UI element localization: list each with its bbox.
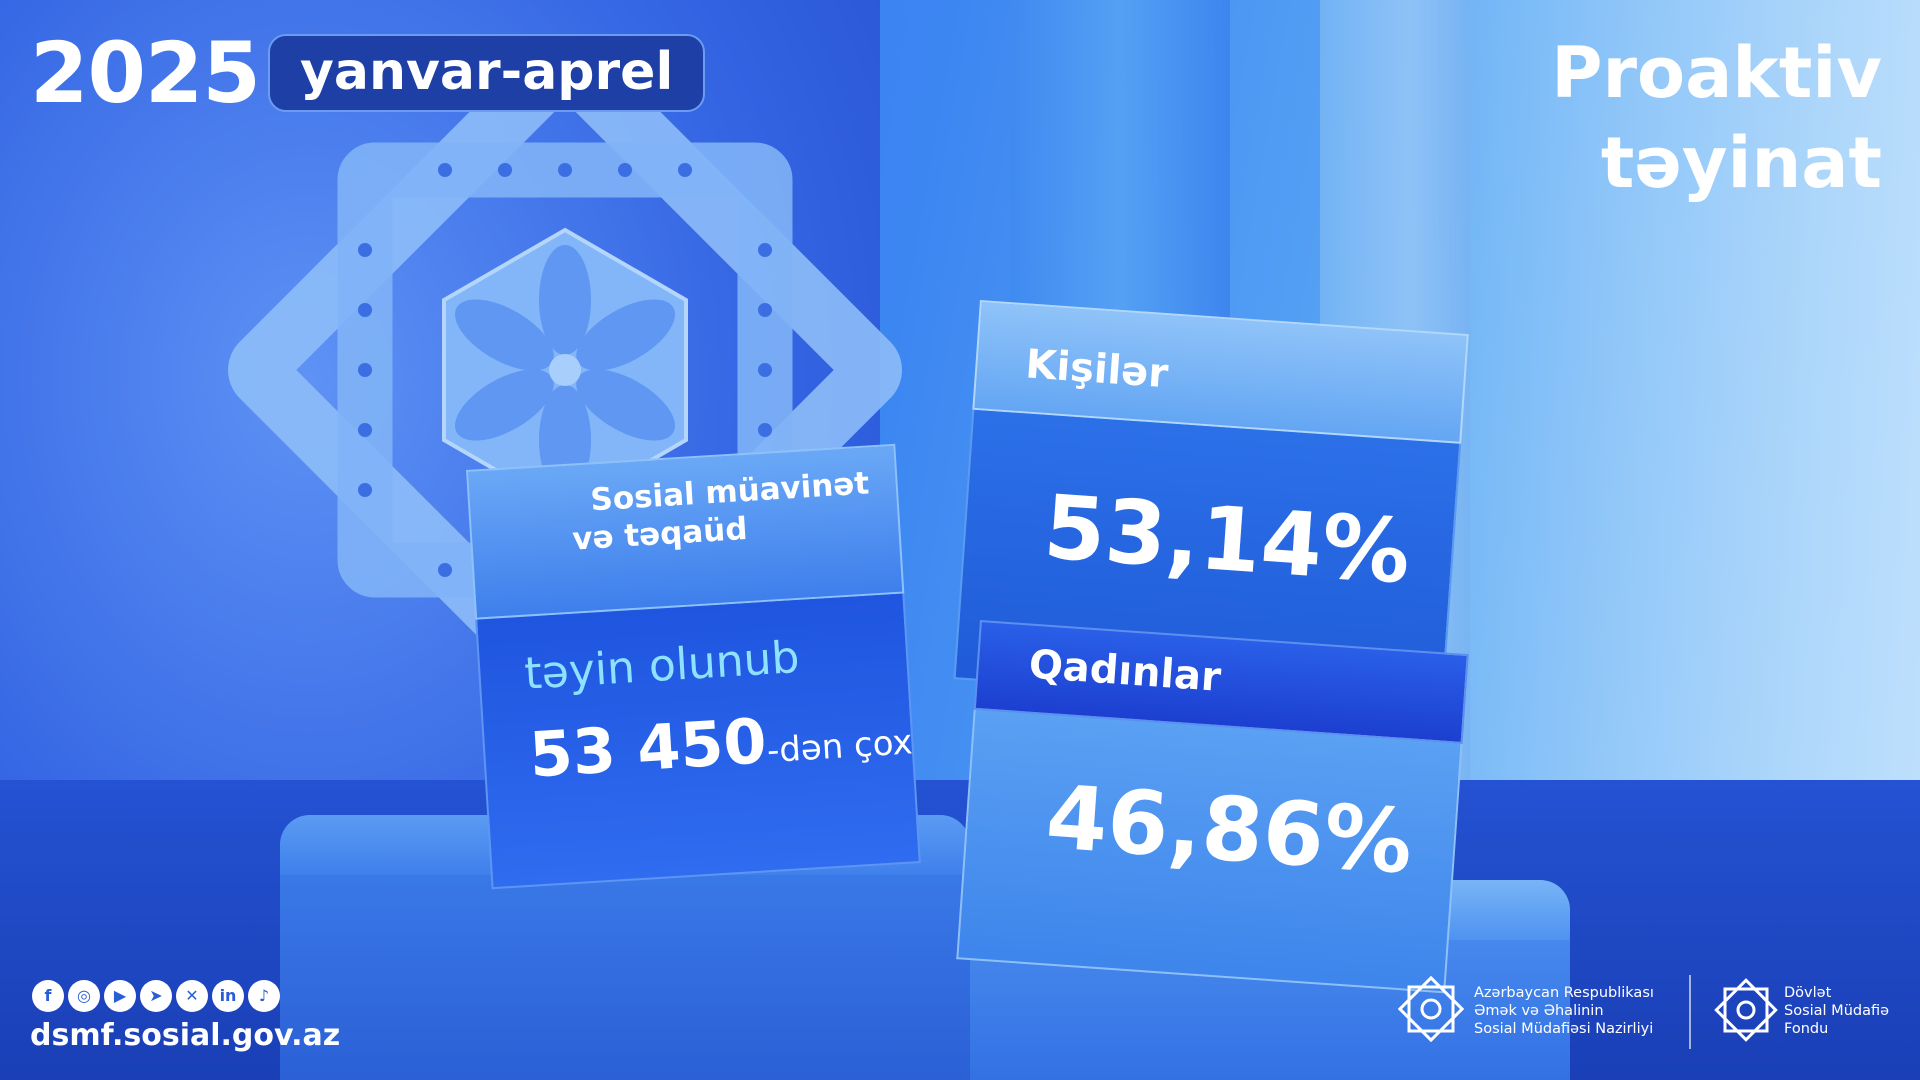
page-title: Proaktiv təyinat: [1551, 28, 1882, 208]
x-icon[interactable]: ✕: [176, 980, 208, 1012]
telegram-icon[interactable]: ➤: [140, 980, 172, 1012]
year-label: 2025: [30, 24, 261, 122]
assigned-count-value: 53 450: [527, 704, 769, 792]
benefit-panel: Sosial müavinət və təqaüd təyin olunub 5…: [466, 443, 921, 890]
ministry-name-line-2: Əmək və Əhalinin: [1474, 1003, 1604, 1019]
facebook-icon[interactable]: f: [32, 980, 64, 1012]
fund-name-line-1: Dövlət: [1784, 985, 1832, 1001]
fund-name-line-3: Fondu: [1784, 1021, 1829, 1037]
fund-name: Dövlət Sosial Müdafiə Fondu: [1784, 984, 1889, 1038]
footer-divider: [1689, 975, 1691, 1049]
youtube-icon[interactable]: ▶: [104, 980, 136, 1012]
instagram-icon[interactable]: ◎: [68, 980, 100, 1012]
women-block: Qadınlar 46,86%: [956, 620, 1469, 994]
website-link[interactable]: dsmf.sosial.gov.az: [30, 1018, 341, 1053]
ministry-name: Azərbaycan Respublikası Əmək və Əhalinin…: [1474, 984, 1654, 1038]
fund-logo-icon: [1714, 978, 1778, 1042]
ministry-name-line-3: Sosial Müdafiəsi Nazirliyi: [1474, 1021, 1654, 1037]
title-line-2: təyinat: [1600, 122, 1882, 204]
linkedin-icon[interactable]: in: [212, 980, 244, 1012]
fund-name-line-2: Sosial Müdafiə: [1784, 1003, 1890, 1019]
ministry-name-line-1: Azərbaycan Respublikası: [1474, 985, 1654, 1001]
title-line-1: Proaktiv: [1551, 32, 1882, 114]
social-links: f ◎ ▶ ➤ ✕ in ♪: [32, 980, 280, 1012]
period-badge: yanvar-aprel: [268, 34, 706, 112]
ministry-logo-icon: [1398, 976, 1464, 1042]
assigned-count-suffix: -dən çox: [765, 722, 914, 772]
tiktok-icon[interactable]: ♪: [248, 980, 280, 1012]
men-label: Kişilər: [1024, 341, 1170, 398]
